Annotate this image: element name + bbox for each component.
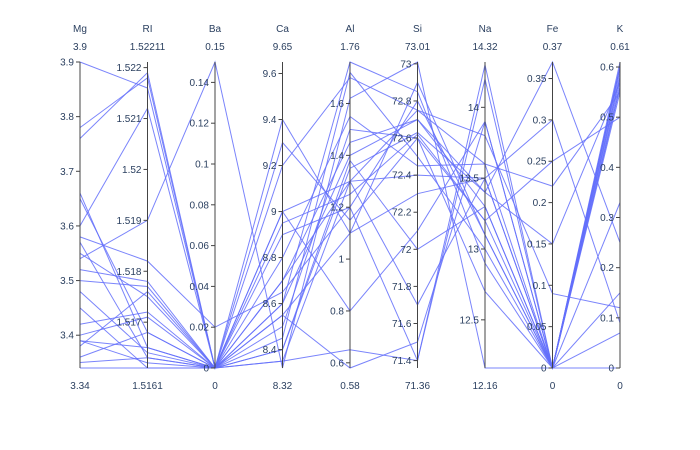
axis-max-label-ca: 9.65 xyxy=(273,42,293,53)
tick-label: 13 xyxy=(468,245,480,256)
axis-k[interactable]: 0 0.1 0.2 0.3 0.4 0.5 0.6 K 0.61 0 xyxy=(600,24,630,392)
tick-label: 0 xyxy=(608,364,614,375)
axis-max-label-fe: 0.37 xyxy=(543,42,563,53)
axes: 3.43.53.63.73.83.9Mg3.93.341.5171.5181.5… xyxy=(60,24,630,392)
tick-label: 71.6 xyxy=(392,319,412,330)
tick-label: 14 xyxy=(468,103,480,114)
axis-min-label-ba: 0 xyxy=(212,381,218,392)
tick-label: 72.4 xyxy=(392,171,412,182)
tick-label: 1.522 xyxy=(116,63,141,74)
axis-title-ca: Ca xyxy=(276,24,289,35)
tick-label: 1.2 xyxy=(330,203,344,214)
axis-mg[interactable]: 3.4 3.5 3.6 3.7 3.8 3.9 Mg 3.9 3.34 xyxy=(60,24,90,392)
tick-label: 0.4 xyxy=(600,163,614,174)
axis-max-label-k: 0.61 xyxy=(610,42,630,53)
axis-min-label-ca: 8.32 xyxy=(273,381,293,392)
tick-label: 8.4 xyxy=(263,345,277,356)
axis-min-label-al: 0.58 xyxy=(340,381,360,392)
tick-label: 0.1 xyxy=(195,160,209,171)
tick-label: 72.6 xyxy=(392,134,412,145)
axis-min-label-na: 12.16 xyxy=(472,381,497,392)
tick-label: 1.4 xyxy=(330,151,344,162)
tick-label: 0.8 xyxy=(330,306,344,317)
tick-label: 72.2 xyxy=(392,208,412,219)
tick-label: 0.05 xyxy=(527,322,547,333)
tick-label: 1.518 xyxy=(116,267,141,278)
tick-label: 0.2 xyxy=(533,198,547,209)
tick-label: 0.3 xyxy=(600,213,614,224)
axis-title-al: Al xyxy=(346,24,355,35)
axis-min-label-ri: 1.5161 xyxy=(132,381,163,392)
axis-ca[interactable]: 8.4 8.6 8.8 9 9.2 9.4 9.6 Ca 9.65 8.32 xyxy=(263,24,293,392)
tick-label: 9.2 xyxy=(263,161,277,172)
tick-label: 8.6 xyxy=(263,299,277,310)
axis-title-si: Si xyxy=(413,24,422,35)
tick-label: 3.6 xyxy=(60,221,74,232)
tick-label: 9.6 xyxy=(263,69,277,80)
tick-label: 8.8 xyxy=(263,253,277,264)
tick-label: 9.4 xyxy=(263,115,277,126)
tick-label: 1.521 xyxy=(116,114,141,125)
axis-si[interactable]: 71.4 71.6 71.8 72 72.2 72.4 72.6 72.8 73 Si 73.01 7… xyxy=(392,24,430,392)
tick-label: 0.35 xyxy=(527,74,547,85)
axis-max-label-mg: 3.9 xyxy=(73,42,87,53)
tick-label: 0.1 xyxy=(600,313,614,324)
tick-label: 0.12 xyxy=(190,119,210,130)
tick-label: 0.2 xyxy=(600,263,614,274)
tick-label: 0.5 xyxy=(600,113,614,124)
axis-min-label-fe: 0 xyxy=(550,381,556,392)
axis-max-label-ba: 0.15 xyxy=(205,42,225,53)
tick-label: 0 xyxy=(541,364,547,375)
axis-title-ba: Ba xyxy=(209,24,222,35)
tick-label: 3.9 xyxy=(60,58,74,69)
tick-label: 0.04 xyxy=(190,282,210,293)
tick-label: 72 xyxy=(400,245,412,256)
axis-max-label-al: 1.76 xyxy=(340,42,360,53)
tick-label: 1.52 xyxy=(122,165,142,176)
tick-label: 73 xyxy=(400,59,412,70)
tick-label: 71.4 xyxy=(392,356,412,367)
tick-label: 0.06 xyxy=(190,241,210,252)
tick-label: 0.14 xyxy=(190,78,210,89)
axis-title-ri: RI xyxy=(143,24,153,35)
axis-max-label-ri: 1.52211 xyxy=(130,42,166,53)
tick-label: 0.08 xyxy=(190,200,210,211)
axis-na[interactable]: 12.5 13 13.5 14 Na 14.32 12.16 xyxy=(460,24,498,392)
axis-ba[interactable]: 0 0.02 0.04 0.06 0.08 0.1 0.12 0.14 Ba 0.15 0 xyxy=(190,24,226,392)
axis-max-label-si: 73.01 xyxy=(405,42,430,53)
tick-label: 0.02 xyxy=(190,323,210,334)
tick-label: 9 xyxy=(271,207,277,218)
axis-title-na: Na xyxy=(479,24,492,35)
tick-label: 1.519 xyxy=(116,216,141,227)
tick-label: 3.4 xyxy=(60,331,74,342)
tick-label: 0.1 xyxy=(533,281,547,292)
tick-label: 0.3 xyxy=(533,115,547,126)
tick-label: 1 xyxy=(338,255,344,266)
axis-ri[interactable]: 1.517 1.518 1.519 1.52 1.521 1.522 RI 1.52211 1.… xyxy=(116,24,165,392)
axis-al[interactable]: 0.6 0.8 1 1.2 1.4 1.6 Al 1.76 0.58 xyxy=(330,24,360,392)
axis-fe[interactable]: 0 0.05 0.1 0.15 0.2 0.25 0.3 0.35 Fe 0.37 0 xyxy=(527,24,563,392)
tick-label: 0.15 xyxy=(527,239,547,250)
tick-label: 0.6 xyxy=(600,63,614,74)
axis-min-label-si: 71.36 xyxy=(405,381,430,392)
tick-label: 3.5 xyxy=(60,276,74,287)
tick-label: 3.8 xyxy=(60,112,74,123)
tick-label: 71.8 xyxy=(392,282,412,293)
tick-label: 1.6 xyxy=(330,99,344,110)
axis-title-k: K xyxy=(617,24,624,35)
axis-title-mg: Mg xyxy=(73,24,87,35)
axis-min-label-k: 0 xyxy=(617,381,623,392)
tick-label: 0.25 xyxy=(527,157,547,168)
tick-label: 72.8 xyxy=(392,96,412,107)
axis-max-label-na: 14.32 xyxy=(472,42,497,53)
axis-min-label-mg: 3.34 xyxy=(70,381,90,392)
tick-label: 12.5 xyxy=(460,315,480,326)
axis-title-fe: Fe xyxy=(547,24,559,35)
tick-label: 0.6 xyxy=(330,358,344,369)
tick-label: 0 xyxy=(203,364,209,375)
tick-label: 3.7 xyxy=(60,167,74,178)
tick-label: 1.517 xyxy=(116,318,141,329)
tick-label: 13.5 xyxy=(460,174,480,185)
